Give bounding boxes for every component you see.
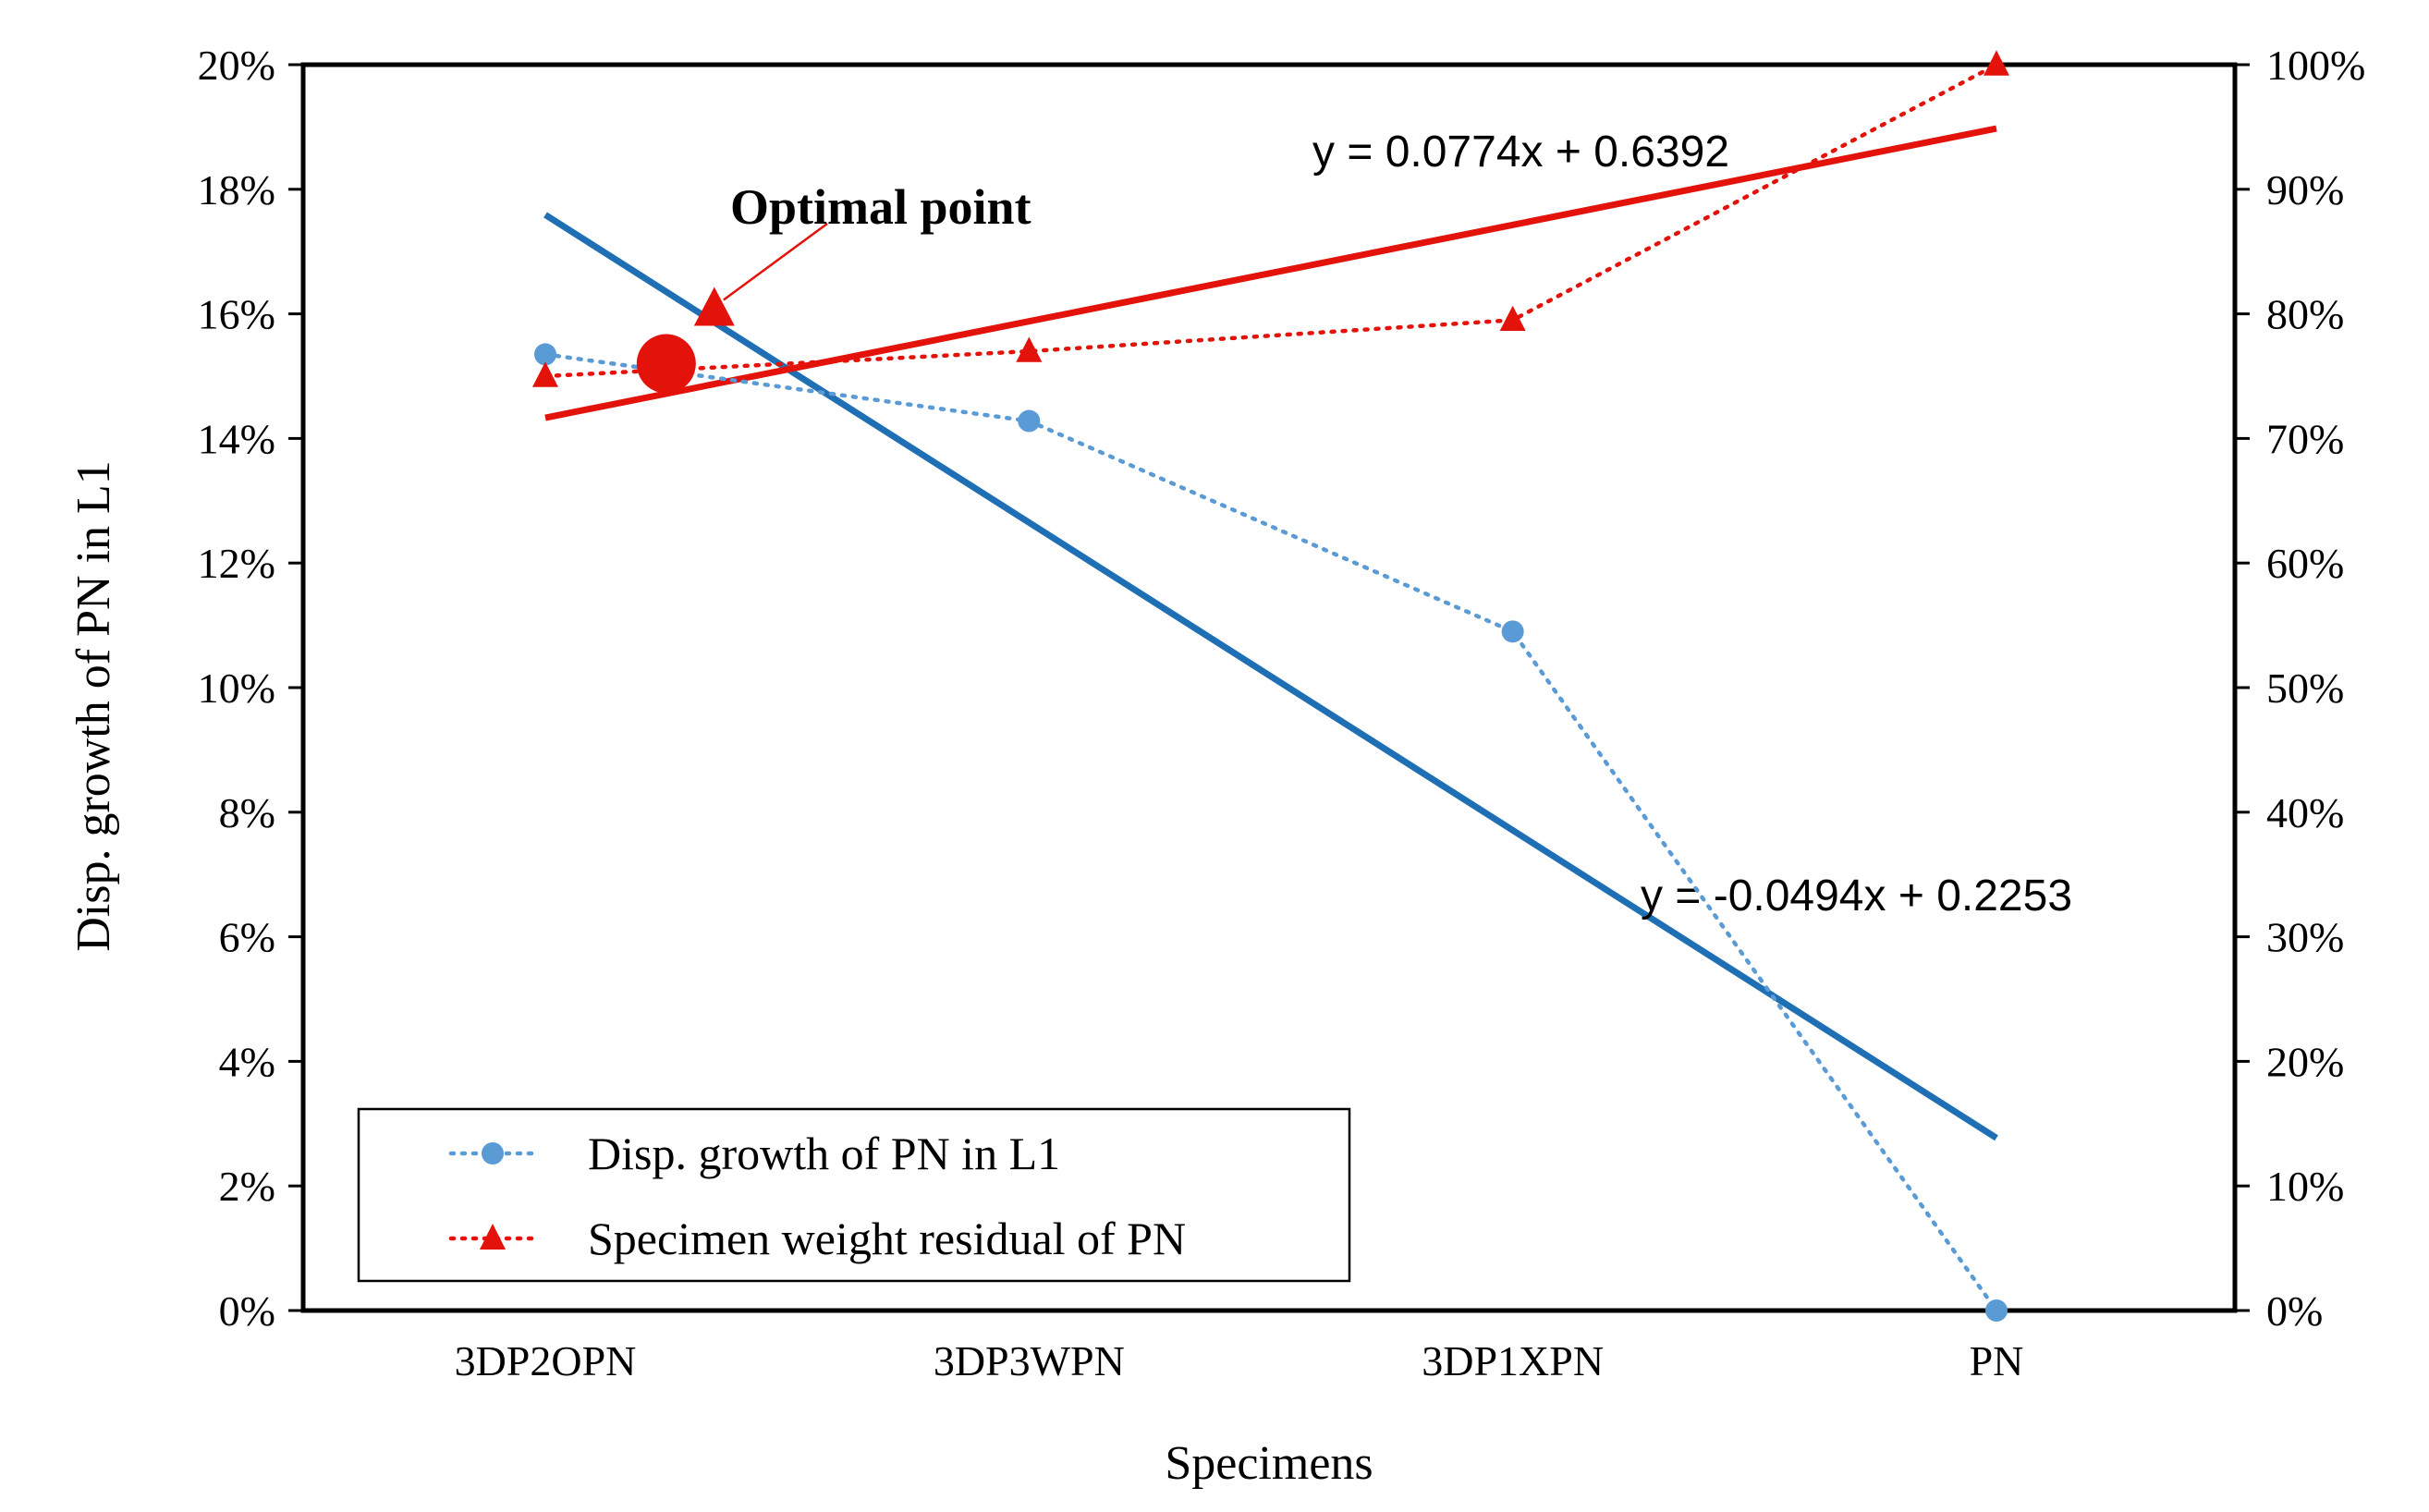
right-tick-label: 90% <box>2266 166 2344 213</box>
data-point-weight <box>1983 50 2009 76</box>
right-tick-label: 0% <box>2266 1287 2323 1335</box>
left-tick-label: 18% <box>198 166 275 213</box>
left-tick-label: 20% <box>198 42 275 89</box>
legend-label: Specimen weight residual of PN <box>588 1213 1186 1264</box>
left-tick-label: 0% <box>219 1287 275 1335</box>
data-point-disp <box>1501 620 1524 643</box>
trendline-equation-disp: y = -0.0494x + 0.2253 <box>1641 872 2072 921</box>
left-tick-label: 8% <box>219 789 275 836</box>
optimal-point-leader <box>723 222 828 301</box>
legend-box <box>357 1107 1351 1283</box>
right-tick-label: 60% <box>2266 540 2344 587</box>
data-point-disp <box>1985 1299 2008 1322</box>
right-tick-label: 80% <box>2266 291 2344 338</box>
right-axis: 0% 10% 20% 30% 40% 50% 60% 70% 80% 90% 100% <box>2235 42 2365 1335</box>
legend-marker-circle <box>482 1142 504 1164</box>
data-series <box>532 50 2009 1322</box>
trendline-disp <box>543 212 1998 1141</box>
left-tick-label: 6% <box>219 914 275 961</box>
right-tick-label: 50% <box>2266 665 2344 712</box>
x-tick-label: 3DP2OPN <box>455 1337 637 1384</box>
right-tick-label: 70% <box>2266 415 2344 462</box>
trendline-weight <box>544 125 1997 421</box>
x-axis-title: Specimens <box>1165 1437 1373 1490</box>
x-tick-label: 3DP3WPN <box>934 1337 1125 1384</box>
data-point-weight <box>532 361 558 387</box>
series-line-disp <box>543 352 1999 1313</box>
right-tick-label: 30% <box>2266 914 2344 961</box>
left-tick-label: 10% <box>198 665 275 712</box>
optimal-point-triangle <box>693 287 735 326</box>
legend-label: Disp. growth of PN in L1 <box>588 1128 1060 1179</box>
trendlines: y = -0.0494x + 0.2253 y = 0.0774x + 0.639… <box>543 125 2072 1141</box>
optimal-point-label: Optimal point <box>730 179 1031 235</box>
right-tick-label: 100% <box>2266 42 2365 89</box>
data-point-disp <box>1018 409 1041 433</box>
series-line-weight <box>543 62 1999 379</box>
trendline-equation-weight: y = 0.0774x + 0.6392 <box>1312 128 1729 177</box>
data-point-weight <box>1499 305 1526 332</box>
left-tick-label: 16% <box>198 291 275 338</box>
legend: Disp. growth of PN in L1 Specimen weight … <box>357 1107 1351 1283</box>
optimal-point-marker <box>636 334 696 394</box>
right-tick-label: 10% <box>2266 1163 2344 1210</box>
right-tick-label: 20% <box>2266 1038 2344 1085</box>
data-point-weight <box>1016 336 1043 362</box>
right-tick-label: 40% <box>2266 789 2344 836</box>
left-tick-label: 12% <box>198 540 275 587</box>
left-tick-label: 2% <box>219 1163 275 1210</box>
x-tick-label: 3DP1XPN <box>1422 1337 1604 1384</box>
y-axis-title: Disp. growth of PN in L1 <box>67 460 120 952</box>
x-tick-label: PN <box>1970 1337 2024 1384</box>
data-point-disp <box>534 343 556 366</box>
left-axis: 0% 2% 4% 6% 8% 10% 12% 14% 16% 18% 20% <box>198 42 303 1335</box>
left-tick-label: 4% <box>219 1038 275 1085</box>
x-axis: 3DP2OPN 3DP3WPN 3DP1XPN PN <box>455 1337 2024 1384</box>
left-tick-label: 14% <box>198 415 275 462</box>
legend-marker-triangle <box>480 1224 506 1250</box>
annotations: Optimal point <box>636 179 1031 394</box>
